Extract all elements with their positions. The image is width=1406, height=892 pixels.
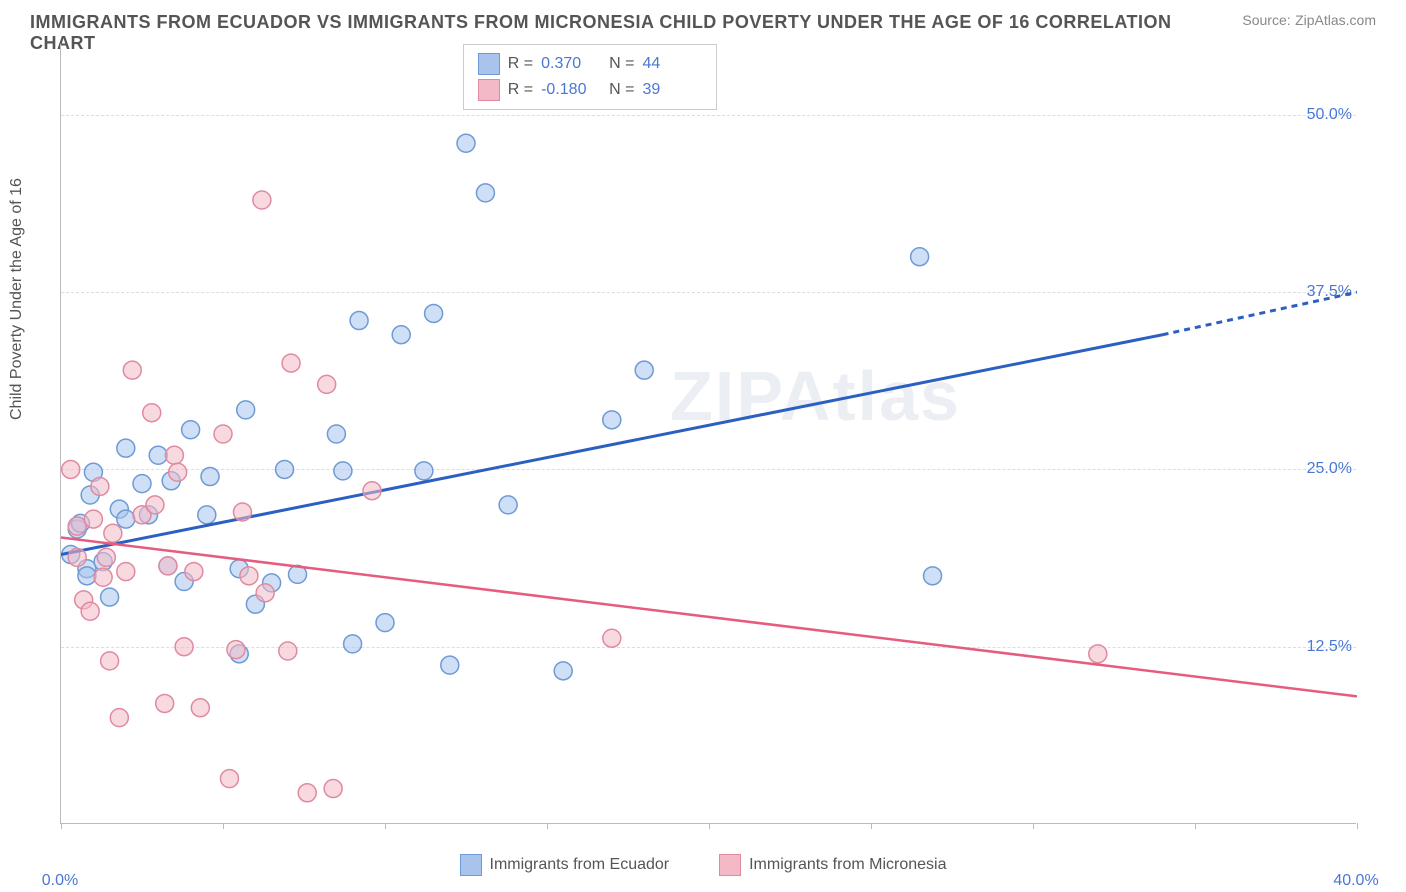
legend-row: R = -0.180 N = 39 (478, 77, 703, 103)
data-point (146, 496, 164, 514)
data-point (110, 709, 128, 727)
data-point (350, 312, 368, 330)
n-value: 44 (642, 55, 702, 73)
data-point (94, 568, 112, 586)
r-label: R = (508, 55, 533, 73)
data-point (133, 475, 151, 493)
x-tick (1357, 823, 1358, 829)
data-point (334, 462, 352, 480)
data-point (117, 563, 135, 581)
legend-swatch (478, 79, 500, 101)
trend-line-extrapolated (1163, 292, 1357, 335)
legend-row: R = 0.370 N = 44 (478, 51, 703, 77)
data-point (324, 780, 342, 798)
n-value: 39 (642, 81, 702, 99)
data-point (227, 641, 245, 659)
data-point (68, 517, 86, 535)
data-point (182, 421, 200, 439)
data-point (457, 134, 475, 152)
r-value: -0.180 (541, 81, 601, 99)
chart-svg (61, 44, 1357, 824)
trend-line (61, 538, 1357, 697)
data-point (81, 602, 99, 620)
data-point (279, 642, 297, 660)
data-point (91, 477, 109, 495)
r-label: R = (508, 81, 533, 99)
data-point (198, 506, 216, 524)
n-label: N = (609, 55, 634, 73)
data-point (318, 375, 336, 393)
data-point (149, 446, 167, 464)
y-axis-label: Child Poverty Under the Age of 16 (8, 178, 26, 420)
source-label: Source: (1242, 12, 1290, 28)
data-point (392, 326, 410, 344)
data-point (156, 694, 174, 712)
data-point (169, 463, 187, 481)
data-point (282, 354, 300, 372)
data-point (101, 588, 119, 606)
data-point (191, 699, 209, 717)
data-point (233, 503, 251, 521)
legend-swatch (478, 53, 500, 75)
chart-area: 12.5%25.0%37.5%50.0%ZIPAtlasR =0.370N =4… (60, 44, 1356, 824)
data-point (104, 524, 122, 542)
data-point (117, 439, 135, 457)
series-name: Immigrants from Micronesia (749, 856, 946, 874)
source-value: ZipAtlas.com (1295, 12, 1376, 28)
legend-swatch (460, 854, 482, 876)
data-point (256, 584, 274, 602)
data-point (84, 510, 102, 528)
data-point (911, 248, 929, 266)
data-point (62, 460, 80, 478)
data-point (376, 614, 394, 632)
data-point (97, 548, 115, 566)
data-point (185, 563, 203, 581)
data-point (327, 425, 345, 443)
data-point (253, 191, 271, 209)
data-point (415, 462, 433, 480)
legend-item: Immigrants from Ecuador (460, 854, 670, 876)
data-point (1089, 645, 1107, 663)
data-point (276, 460, 294, 478)
data-point (603, 629, 621, 647)
data-point (201, 468, 219, 486)
series-name: Immigrants from Ecuador (490, 856, 670, 874)
data-point (476, 184, 494, 202)
data-point (237, 401, 255, 419)
data-point (924, 567, 942, 585)
source: Source: ZipAtlas.com (1242, 12, 1376, 30)
data-point (298, 784, 316, 802)
data-point (635, 361, 653, 379)
n-label: N = (609, 81, 634, 99)
data-point (175, 638, 193, 656)
x-tick-label: 40.0% (1333, 872, 1378, 890)
data-point (220, 770, 238, 788)
legend-swatch (719, 854, 741, 876)
data-point (159, 557, 177, 575)
data-point (101, 652, 119, 670)
data-point (240, 567, 258, 585)
data-point (214, 425, 232, 443)
data-point (499, 496, 517, 514)
x-tick-label: 0.0% (42, 872, 78, 890)
correlation-legend: R = 0.370 N = 44 R = -0.180 N = 39 (463, 44, 718, 110)
data-point (68, 548, 86, 566)
data-point (603, 411, 621, 429)
data-point (425, 304, 443, 322)
data-point (441, 656, 459, 674)
legend-item: Immigrants from Micronesia (719, 854, 946, 876)
r-value: 0.370 (541, 55, 601, 73)
data-point (363, 482, 381, 500)
data-point (554, 662, 572, 680)
trend-line (61, 335, 1163, 555)
data-point (117, 510, 135, 528)
data-point (123, 361, 141, 379)
data-point (165, 446, 183, 464)
legend-bottom: Immigrants from Ecuador Immigrants from M… (0, 854, 1406, 876)
data-point (143, 404, 161, 422)
data-point (78, 567, 96, 585)
data-point (344, 635, 362, 653)
